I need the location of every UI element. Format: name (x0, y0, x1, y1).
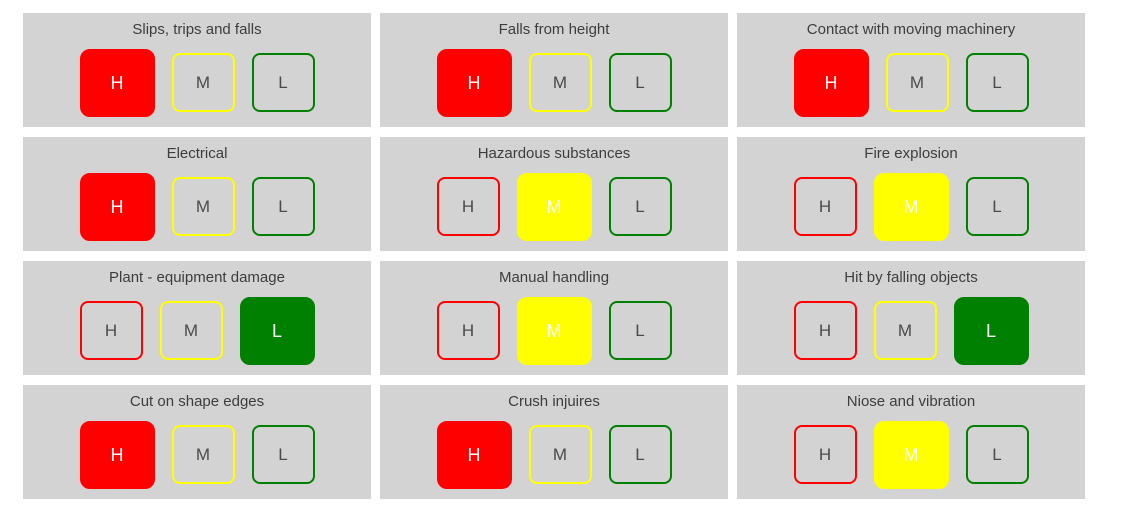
hazard-panel-electrical: Electrical H M L (23, 137, 371, 251)
risk-level-button-group: H M L (380, 286, 728, 375)
risk-low-button[interactable]: L (608, 177, 672, 236)
risk-low-button[interactable]: L (251, 177, 315, 236)
risk-medium-button[interactable]: M (885, 53, 949, 112)
risk-high-button[interactable]: H (793, 177, 857, 236)
hazard-panel-falls-from-height: Falls from height H M L (380, 13, 728, 127)
risk-level-button-group: H M L (737, 410, 1085, 499)
risk-medium-button[interactable]: M (873, 172, 949, 241)
hazard-title: Cut on shape edges (129, 393, 265, 410)
risk-medium-button[interactable]: M (171, 53, 235, 112)
hazard-panel-cut-on-shape-edges: Cut on shape edges H M L (23, 385, 371, 499)
risk-level-button-group: H M L (380, 410, 728, 499)
risk-level-button-group: H M L (23, 410, 371, 499)
risk-level-button-group: H M L (23, 162, 371, 251)
risk-low-button[interactable]: L (965, 177, 1029, 236)
risk-level-button-group: H M L (380, 162, 728, 251)
risk-medium-button[interactable]: M (528, 53, 592, 112)
hazard-title: Falls from height (498, 21, 610, 38)
hazard-title: Manual handling (498, 269, 610, 286)
hazard-title: Contact with moving machinery (806, 21, 1016, 38)
hazard-title: Crush injuires (508, 393, 600, 410)
hazard-panel-contact-with-moving-machinery: Contact with moving machinery H M L (737, 13, 1085, 127)
risk-high-button[interactable]: H (436, 301, 500, 360)
risk-low-button[interactable]: L (608, 53, 672, 112)
risk-medium-button[interactable]: M (516, 296, 592, 365)
risk-low-button[interactable]: L (965, 425, 1029, 484)
hazard-panel-slips-trips-and-falls: Slips, trips and falls H M L (23, 13, 371, 127)
hazard-title: Fire explosion (864, 145, 958, 162)
risk-level-button-group: H M L (23, 38, 371, 127)
risk-high-button[interactable]: H (436, 48, 512, 117)
risk-low-button[interactable]: L (953, 296, 1029, 365)
hazard-panel-hit-by-falling-objects: Hit by falling objects H M L (737, 261, 1085, 375)
risk-low-button[interactable]: L (251, 425, 315, 484)
hazard-panel-plant-equipment-damage: Plant - equipment damage H M L (23, 261, 371, 375)
hazard-title: Slips, trips and falls (132, 21, 262, 38)
hazard-title: Hazardous substances (477, 145, 631, 162)
hazard-title: Electrical (166, 145, 228, 162)
hazard-title: Hit by falling objects (844, 269, 978, 286)
risk-medium-button[interactable]: M (873, 420, 949, 489)
hazard-title: Plant - equipment damage (109, 269, 285, 286)
risk-high-button[interactable]: H (436, 420, 512, 489)
risk-high-button[interactable]: H (79, 48, 155, 117)
risk-low-button[interactable]: L (965, 53, 1029, 112)
risk-level-button-group: H M L (737, 162, 1085, 251)
risk-low-button[interactable]: L (239, 296, 315, 365)
risk-high-button[interactable]: H (79, 420, 155, 489)
hazard-panel-manual-handling: Manual handling H M L (380, 261, 728, 375)
risk-level-button-group: H M L (737, 286, 1085, 375)
risk-medium-button[interactable]: M (171, 177, 235, 236)
risk-high-button[interactable]: H (436, 177, 500, 236)
hazard-panel-niose-and-vibration: Niose and vibration H M L (737, 385, 1085, 499)
hazard-panel-hazardous-substances: Hazardous substances H M L (380, 137, 728, 251)
risk-high-button[interactable]: H (793, 301, 857, 360)
risk-medium-button[interactable]: M (516, 172, 592, 241)
risk-medium-button[interactable]: M (159, 301, 223, 360)
risk-high-button[interactable]: H (79, 172, 155, 241)
risk-low-button[interactable]: L (608, 301, 672, 360)
risk-medium-button[interactable]: M (528, 425, 592, 484)
risk-level-button-group: H M L (737, 38, 1085, 127)
risk-high-button[interactable]: H (793, 425, 857, 484)
risk-medium-button[interactable]: M (873, 301, 937, 360)
hazard-panel-fire-explosion: Fire explosion H M L (737, 137, 1085, 251)
risk-high-button[interactable]: H (793, 48, 869, 117)
risk-medium-button[interactable]: M (171, 425, 235, 484)
risk-level-button-group: H M L (380, 38, 728, 127)
risk-low-button[interactable]: L (251, 53, 315, 112)
risk-high-button[interactable]: H (79, 301, 143, 360)
hazard-panel-crush-injuires: Crush injuires H M L (380, 385, 728, 499)
hazard-title: Niose and vibration (846, 393, 976, 410)
risk-level-button-group: H M L (23, 286, 371, 375)
risk-low-button[interactable]: L (608, 425, 672, 484)
